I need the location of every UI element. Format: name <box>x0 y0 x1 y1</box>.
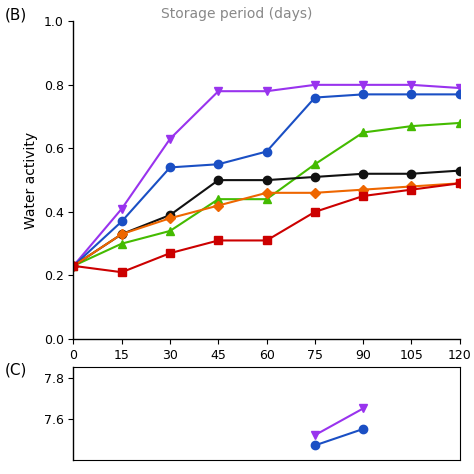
Text: (C): (C) <box>5 363 27 378</box>
Text: Storage period (days): Storage period (days) <box>161 7 313 21</box>
X-axis label: Storage period (days): Storage period (days) <box>191 367 342 381</box>
Text: (B): (B) <box>5 7 27 22</box>
Y-axis label: Water activity: Water activity <box>24 132 38 228</box>
